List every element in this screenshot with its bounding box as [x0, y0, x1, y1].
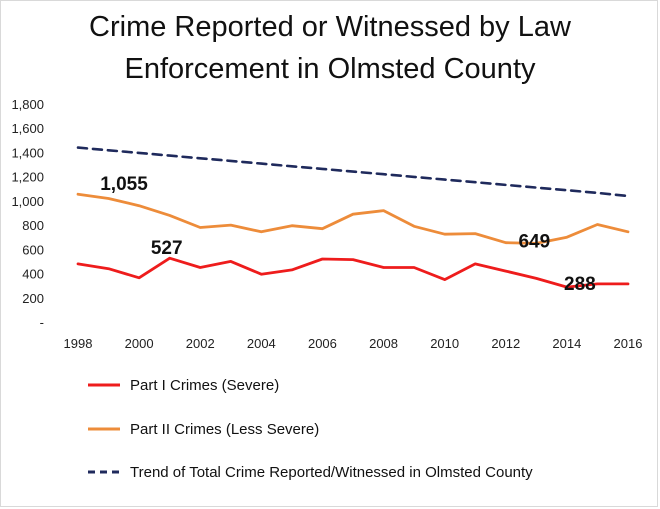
x-tick-label: 2016	[614, 336, 643, 351]
x-tick-label: 1998	[64, 336, 93, 351]
y-tick-label: 200	[22, 291, 44, 306]
series-line-1	[76, 256, 630, 289]
x-tick-label: 2000	[125, 336, 154, 351]
chart-title: Crime Reported or Witnessed by Law Enfor…	[0, 6, 660, 90]
y-tick-label: 1,800	[11, 97, 44, 112]
x-tick-label: 2012	[491, 336, 520, 351]
y-tick-label: 600	[22, 242, 44, 257]
series-lines	[76, 146, 630, 289]
y-tick-label: 1,000	[11, 194, 44, 209]
data-label: 649	[518, 231, 550, 252]
legend-label: Trend of Total Crime Reported/Witnessed …	[130, 464, 533, 481]
legend: Part I Crimes (Severe) Part II Crimes (Le…	[88, 377, 533, 481]
x-tick-label: 2006	[308, 336, 337, 351]
x-tick-label: 2010	[430, 336, 459, 351]
series-line-2	[76, 192, 630, 245]
y-tick-label: 1,600	[11, 121, 44, 136]
y-tick-label: 1,400	[11, 145, 44, 160]
chart-title-line-1: Crime Reported or Witnessed by Law	[89, 11, 571, 43]
series-line-3	[76, 146, 630, 198]
x-tick-label: 2008	[369, 336, 398, 351]
data-label: 288	[564, 274, 596, 295]
data-label: 1,055	[100, 174, 148, 195]
y-tick-label: -	[40, 315, 44, 330]
y-tick-label: 400	[22, 267, 44, 282]
data-label: 527	[151, 238, 183, 259]
x-tick-label: 2002	[186, 336, 215, 351]
y-tick-label: 800	[22, 218, 44, 233]
x-tick-label: 2014	[552, 336, 581, 351]
x-tick-label: 2004	[247, 336, 276, 351]
data-labels: 1,055 527 649 288	[100, 174, 596, 295]
chart-title-line-2: Enforcement in Olmsted County	[124, 53, 536, 85]
x-axis-ticks: 1998 2000 2002 2004 2006 2008 2010 2012 2014 2016	[64, 336, 643, 351]
legend-label: Part II Crimes (Less Severe)	[130, 421, 319, 438]
y-tick-label: 1,200	[11, 170, 44, 185]
legend-label: Part I Crimes (Severe)	[130, 377, 279, 394]
y-axis-ticks: - 200 400 600 800 1,000 1,200 1,400 1,600 1,800	[11, 97, 44, 330]
